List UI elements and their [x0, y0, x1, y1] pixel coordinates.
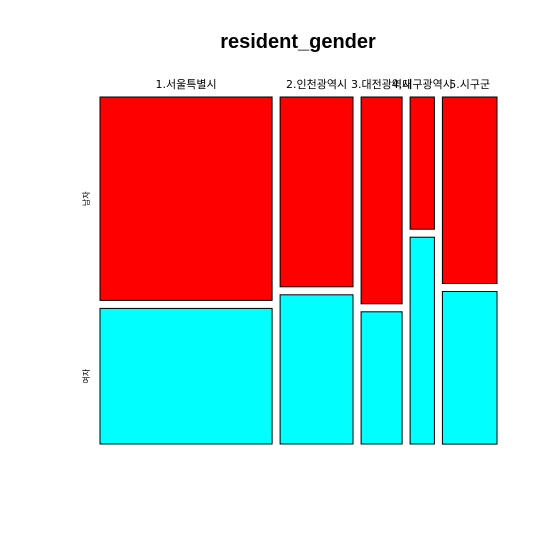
- category-label: 4.대구광역시: [392, 78, 453, 91]
- mosaic-tile-5-male: [441, 96, 498, 284]
- mosaic-tile-1-male: [99, 96, 273, 301]
- mosaic-tile-3-female: [360, 311, 403, 445]
- mosaic-tile-1-female: [99, 307, 273, 445]
- mosaic-tile-4-female: [409, 236, 435, 445]
- category-label: 2.인천광역시: [286, 77, 347, 91]
- mosaic-tiles: [99, 96, 498, 445]
- mosaic-tile-2-female: [279, 294, 354, 445]
- mosaic-tile-3-male: [360, 96, 403, 305]
- gender-label-female: 여자: [81, 368, 91, 383]
- category-label: 1.서울특별시: [156, 78, 217, 91]
- mosaic-tile-5-female: [441, 291, 498, 445]
- category-label: 3.대전광역시: [351, 78, 412, 91]
- gender-label-male: 남자: [82, 191, 91, 206]
- mosaic-tile-2-male: [279, 96, 354, 288]
- chart-title: resident_gender: [220, 31, 376, 53]
- mosaic-tile-4-male: [409, 96, 435, 230]
- category-label: 5.시구군: [449, 78, 490, 91]
